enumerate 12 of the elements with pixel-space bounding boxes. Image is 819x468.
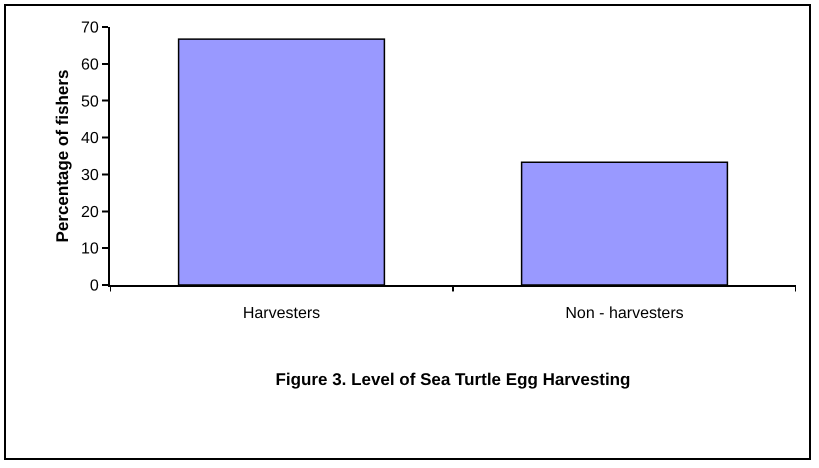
y-tick-label: 50 [81, 93, 99, 110]
x-tick-label: Non - harvesters [565, 305, 684, 322]
y-tick-label: 20 [81, 204, 99, 221]
y-tick-label: 30 [81, 167, 99, 184]
y-tick-label: 40 [81, 130, 99, 148]
y-tick-label: 10 [81, 240, 99, 258]
y-tick-label: 70 [81, 20, 99, 37]
y-axis-title: Percentage of fishers [53, 70, 72, 242]
y-tick-label: 0 [90, 278, 99, 295]
x-tick-label: Harvesters [242, 305, 320, 322]
y-tick-label: 60 [81, 56, 99, 74]
text: Figure 3. Level of Sea Turtle Egg Harvesting [276, 370, 630, 389]
